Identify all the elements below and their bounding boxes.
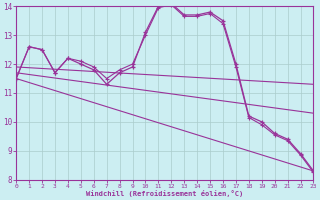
X-axis label: Windchill (Refroidissement éolien,°C): Windchill (Refroidissement éolien,°C) [86,190,244,197]
